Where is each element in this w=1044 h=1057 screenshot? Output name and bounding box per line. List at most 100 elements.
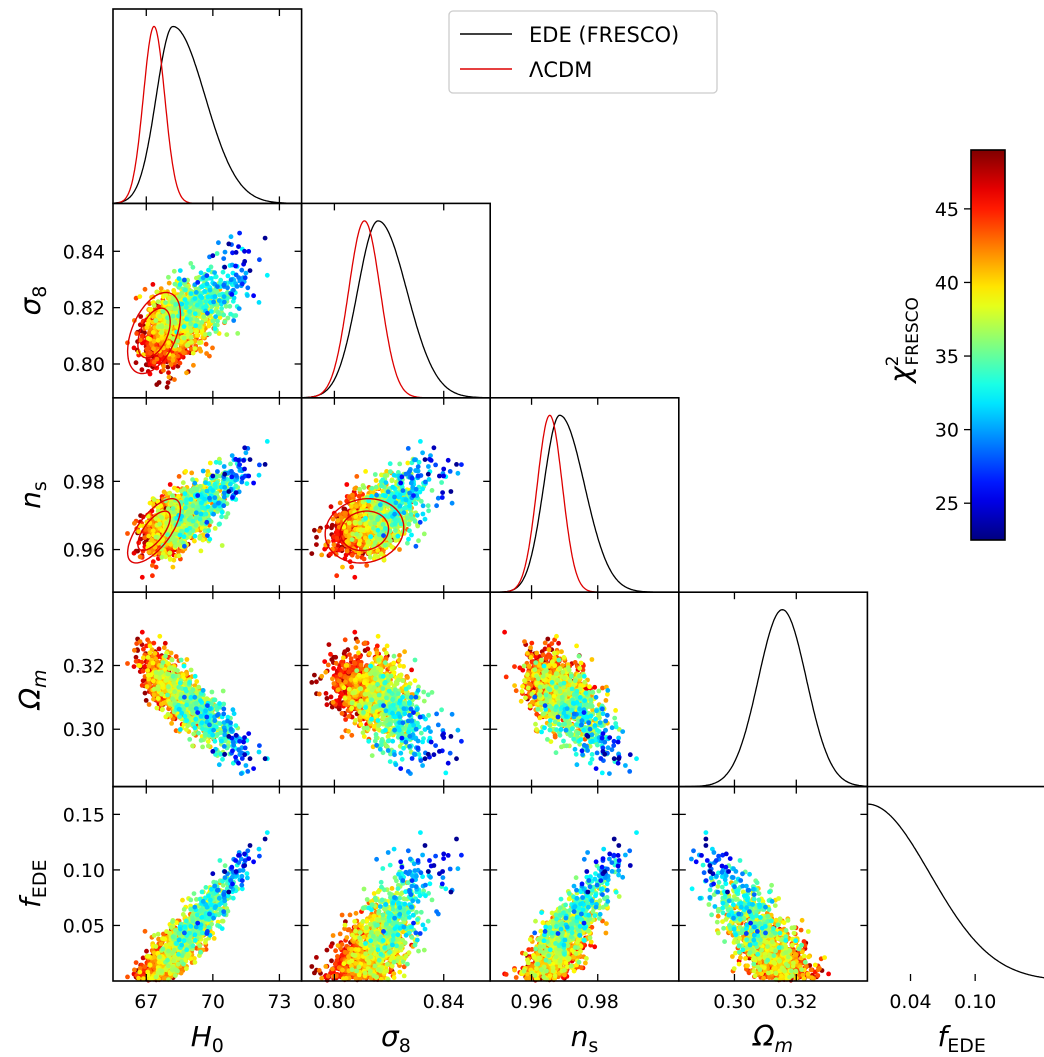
sample-point bbox=[200, 275, 206, 281]
sample-point bbox=[204, 281, 210, 287]
sample-point bbox=[200, 468, 206, 474]
sample-point bbox=[167, 557, 173, 562]
sample-point bbox=[158, 352, 164, 358]
sample-point bbox=[319, 552, 325, 558]
sample-point bbox=[418, 498, 424, 504]
sample-point bbox=[441, 466, 447, 472]
sample-point bbox=[449, 500, 455, 506]
sample-point bbox=[191, 486, 197, 491]
sample-point bbox=[228, 481, 233, 487]
sample-point bbox=[413, 543, 419, 549]
sample-point bbox=[316, 528, 322, 534]
sample-point bbox=[161, 363, 167, 369]
sample-point bbox=[153, 534, 159, 540]
sample-point bbox=[227, 303, 233, 309]
sample-point bbox=[409, 532, 414, 538]
sample-point bbox=[392, 521, 398, 527]
sample-point bbox=[420, 511, 426, 517]
sample-point bbox=[210, 345, 215, 351]
sample-point bbox=[216, 240, 221, 246]
sample-point bbox=[189, 339, 194, 345]
sample-point bbox=[193, 510, 199, 516]
sample-point bbox=[188, 335, 194, 340]
sample-point bbox=[376, 532, 382, 538]
sample-point bbox=[215, 284, 220, 289]
sample-point bbox=[420, 503, 426, 509]
sample-point bbox=[363, 515, 368, 521]
sample-point bbox=[165, 343, 171, 349]
sample-point bbox=[314, 542, 319, 547]
sample-point bbox=[211, 299, 217, 305]
sample-point bbox=[215, 318, 220, 324]
sample-point bbox=[356, 541, 362, 547]
sample-point bbox=[151, 497, 157, 502]
sample-point bbox=[383, 493, 388, 499]
sample-point bbox=[170, 353, 176, 358]
sample-point bbox=[407, 469, 412, 474]
sample-point bbox=[229, 474, 235, 480]
sample-point bbox=[183, 505, 188, 511]
sample-point bbox=[159, 323, 165, 328]
sample-point bbox=[187, 309, 193, 314]
sample-point bbox=[206, 528, 212, 534]
sample-point bbox=[233, 473, 239, 478]
sample-point bbox=[390, 484, 396, 490]
sample-point bbox=[199, 319, 205, 325]
sample-point bbox=[413, 486, 419, 492]
sample-point bbox=[256, 300, 262, 305]
sample-point bbox=[251, 293, 256, 299]
sample-point bbox=[397, 547, 402, 552]
sample-point bbox=[425, 471, 431, 477]
sample-point bbox=[221, 282, 227, 288]
sample-point bbox=[148, 307, 154, 312]
sample-point bbox=[177, 282, 183, 287]
sample-point bbox=[374, 492, 379, 498]
sample-point bbox=[247, 268, 253, 273]
sample-point bbox=[185, 332, 191, 338]
sample-point bbox=[403, 497, 409, 503]
sample-point bbox=[364, 525, 370, 531]
sample-point bbox=[441, 473, 446, 479]
sample-point bbox=[349, 537, 355, 542]
sample-point bbox=[400, 488, 406, 493]
sample-point bbox=[405, 446, 411, 451]
sample-point bbox=[137, 294, 143, 299]
sample-point bbox=[228, 461, 233, 467]
sample-point bbox=[150, 330, 156, 335]
sample-point bbox=[337, 500, 343, 506]
sample-point bbox=[166, 340, 172, 345]
sample-point bbox=[221, 490, 227, 496]
sample-point bbox=[414, 512, 420, 518]
sample-point bbox=[133, 295, 139, 301]
sample-point bbox=[184, 300, 190, 306]
sample-point bbox=[180, 480, 186, 486]
sample-point bbox=[230, 250, 235, 256]
sample-point bbox=[383, 480, 389, 485]
sample-point bbox=[380, 522, 386, 527]
sample-point bbox=[198, 270, 204, 276]
sample-point bbox=[242, 445, 248, 451]
sample-point bbox=[229, 453, 235, 458]
sample-point bbox=[236, 244, 241, 250]
sample-point bbox=[171, 290, 177, 295]
sample-point bbox=[423, 479, 428, 485]
sample-point bbox=[156, 646, 162, 652]
sample-point bbox=[131, 664, 137, 669]
sample-point bbox=[209, 276, 214, 281]
sample-point bbox=[262, 462, 268, 467]
sample-point bbox=[445, 457, 451, 463]
sample-point bbox=[412, 457, 418, 463]
sample-point bbox=[166, 274, 171, 280]
sample-point bbox=[195, 493, 201, 498]
sample-point bbox=[151, 338, 157, 344]
sample-point bbox=[198, 511, 204, 517]
sample-point bbox=[343, 529, 349, 534]
sample-point bbox=[397, 503, 403, 509]
sample-point bbox=[168, 501, 174, 506]
sample-point bbox=[197, 340, 202, 346]
sample-point bbox=[413, 501, 419, 506]
sample-point bbox=[205, 533, 210, 538]
sample-point bbox=[198, 348, 204, 354]
sample-point bbox=[437, 473, 442, 479]
